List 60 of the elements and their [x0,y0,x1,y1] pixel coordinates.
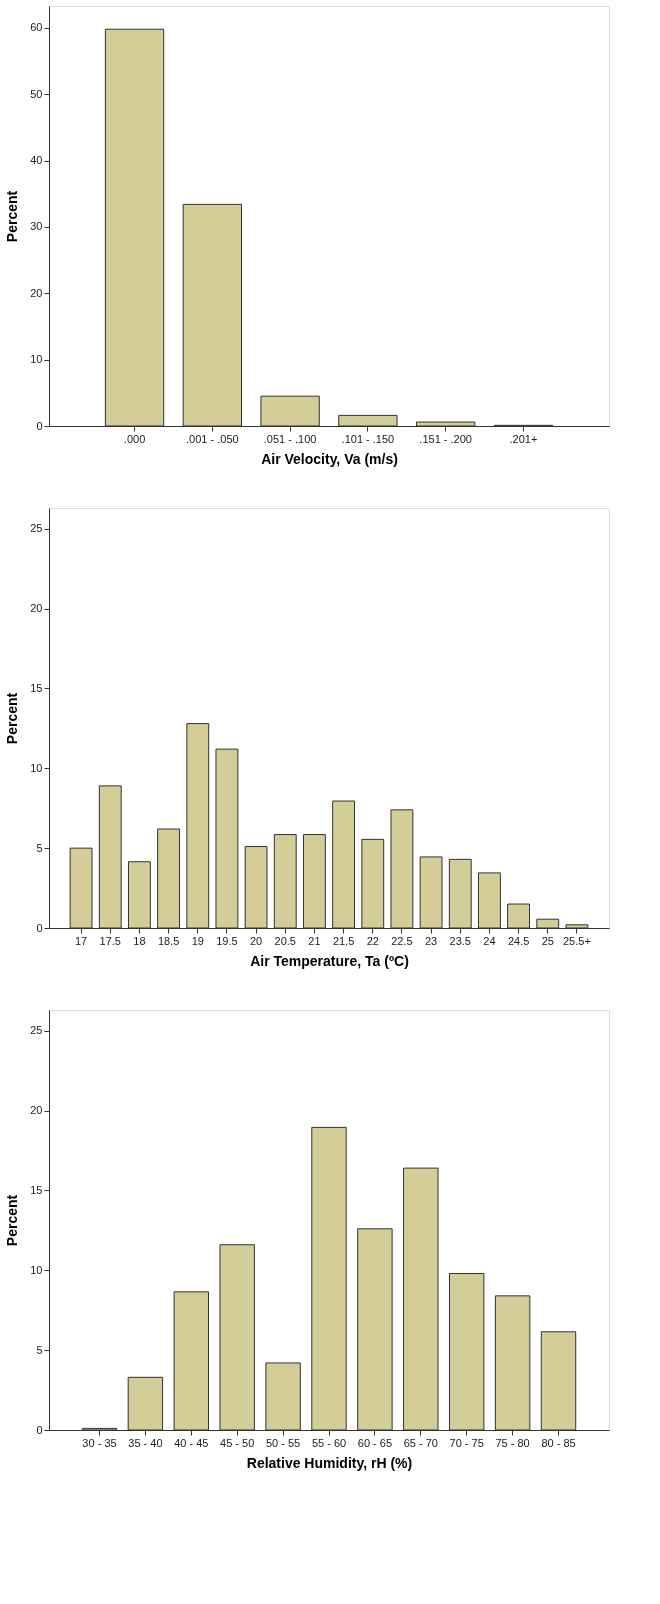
y-tick-label: 20 [30,1104,43,1117]
x-tick-label: 17.5 [99,934,121,947]
x-tick-label: 18.5 [157,934,180,947]
x-tick-label: 65 - 70 [403,1436,438,1449]
y-tick-label: 15 [30,681,43,694]
y-tick-label: 5 [36,1343,43,1356]
x-tick-label: 21.5 [332,934,355,947]
y-tick-label: 25 [30,1024,43,1037]
y-tick-label: 20 [30,602,43,615]
y-axis-title: Percent [4,692,21,745]
x-tick-label: 24 [483,934,496,947]
x-tick-label: 25 [541,934,554,947]
y-tick-label: 30 [30,220,43,233]
y-tick-label: 10 [30,761,43,774]
y-tick-label: 10 [30,353,43,366]
x-tick-label: 19.5 [216,934,238,947]
x-tick-label: 21 [308,934,321,947]
y-tick-label: 10 [30,1263,43,1276]
y-tick-label: 40 [30,154,43,167]
y-tick-label: 15 [30,1183,43,1196]
x-tick-label: 18 [133,934,146,947]
x-tick-label: 55 - 60 [311,1436,347,1449]
x-tick-label: 60 - 65 [357,1436,393,1449]
x-axis-title: Air Temperature, Ta (ºC) [250,952,409,969]
x-tick-label: .051 - .100 [263,432,317,445]
x-tick-label: 50 - 55 [265,1436,301,1449]
x-tick-label: 70 - 75 [449,1436,484,1449]
y-axis-title: Percent [4,1194,21,1247]
x-tick-label: 30 - 35 [82,1436,117,1449]
x-tick-label: 23.5 [449,934,471,947]
x-tick-label: .201+ [509,432,538,445]
x-tick-label: 80 - 85 [541,1436,576,1449]
x-tick-label: 35 - 40 [128,1436,163,1449]
y-tick-label: 0 [36,419,43,432]
y-axis-title: Percent [4,190,21,243]
x-tick-label: .101 - .150 [341,432,395,445]
y-tick-label: 0 [36,921,43,934]
y-tick-label: 50 [30,87,43,100]
x-tick-label: .151 - .200 [419,432,472,445]
y-tick-label: 20 [30,286,43,299]
y-tick-label: 5 [36,841,43,854]
x-tick-label: 75 - 80 [495,1436,530,1449]
x-axis-title: Air Velocity, Va (m/s) [261,450,398,467]
x-tick-label: 20 [249,934,263,947]
x-tick-label: 22.5 [391,934,413,947]
x-tick-label: 22 [366,934,379,947]
x-axis-title: Relative Humidity, rH (%) [246,1454,413,1471]
y-tick-label: 25 [30,522,43,535]
x-tick-label: 17 [74,934,88,947]
x-tick-label: 40 - 45 [174,1436,209,1449]
y-tick-label: 0 [36,1423,43,1436]
x-tick-label: 25.5+ [562,934,591,947]
x-tick-label: 23 [424,934,438,947]
x-tick-label: 19 [191,934,204,947]
x-tick-label: 20.5 [274,934,296,947]
x-tick-label: 45 - 50 [220,1436,255,1449]
y-tick-label: 60 [30,21,43,34]
x-tick-label: .001 - .050 [186,432,239,445]
x-tick-label: .000 [123,432,146,445]
x-tick-label: 24.5 [507,934,530,947]
